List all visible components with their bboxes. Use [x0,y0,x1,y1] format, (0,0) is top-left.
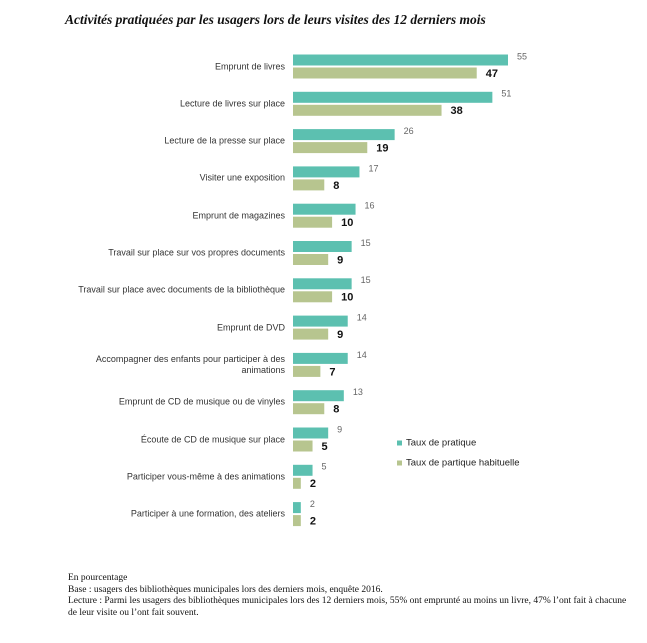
category-label: Participer à une formation, des ateliers [130,508,285,519]
bar [293,515,301,527]
bar [293,91,493,103]
category-label: Lecture de la presse sur place [164,135,285,146]
bar [293,328,329,340]
bar [293,291,333,303]
category-label: Emprunt de magazines [192,210,285,221]
value-label: 26 [404,126,414,136]
bar [293,352,348,364]
value-label: 15 [361,275,371,285]
note: Lecture : Parmi les usagers des biblioth… [68,596,627,618]
bar [293,254,329,265]
value-label: 47 [486,68,498,80]
chart: 5547513826191781610159151014914713895522… [293,51,527,528]
value-label: 19 [376,143,388,155]
bar [293,129,395,141]
chart-title: Activités pratiquées par les usagers lor… [65,12,486,27]
category-label: Visiter une exposition [199,172,285,183]
bar [293,315,348,327]
category-label: Lecture de livres sur place [179,98,285,109]
category-label: Travail sur place sur vos propres docume… [108,247,285,258]
bar [293,403,325,415]
category-label: Écoute de CD de musique sur place [140,434,285,444]
bar [293,440,313,452]
value-label: 8 [333,180,339,192]
bar [293,104,442,116]
category-label: Emprunt de CD de musique ou de vinyles [118,396,285,407]
value-label: 2 [310,478,316,490]
value-label: 51 [501,89,511,99]
value-label: 2 [310,516,316,528]
bar [293,54,508,66]
bar [293,179,325,191]
value-label: 55 [517,51,527,61]
legend-swatch [397,440,402,446]
value-label: 8 [333,404,339,416]
value-label: 7 [329,366,335,378]
value-label: 14 [357,312,367,322]
value-label: 38 [451,105,463,117]
category-label: Participer vous-même à des animations [126,471,285,482]
value-label: 9 [337,254,343,266]
legend-label: Taux de partique habituelle [406,458,520,469]
bar [293,390,344,402]
legend-swatch [397,460,402,466]
note: En pourcentage [68,573,128,583]
bar [293,502,301,514]
value-label: 5 [322,462,327,472]
value-label: 9 [337,424,342,434]
bar [293,241,352,252]
bar [293,166,360,178]
value-label: 10 [341,292,353,304]
value-label: 5 [322,441,328,453]
value-label: 14 [357,350,367,360]
legend-label: Taux de pratique [406,438,476,449]
value-label: 9 [337,329,343,341]
bar [293,203,356,215]
value-label: 13 [353,387,363,397]
value-label: 15 [361,238,371,248]
category-label: Emprunt de DVD [216,322,285,333]
bar [293,67,477,79]
value-label: 16 [365,201,375,211]
category-label: Accompagner des enfants pour participer … [95,353,285,375]
bar [293,427,329,439]
value-label: 2 [310,499,315,509]
bar [293,365,321,377]
value-label: 10 [341,217,353,229]
category-label: Emprunt de livres [214,61,285,71]
bar [293,278,352,290]
bar [293,142,368,154]
bar [293,477,301,489]
notes: En pourcentage Base : usagers des bibliot… [68,573,628,619]
value-label: 17 [368,163,378,173]
category-label: Travail sur place avec documents de la b… [78,284,285,295]
bar [293,216,333,228]
bar [293,464,313,476]
note: Base : usagers des bibliothèques municip… [68,584,383,595]
